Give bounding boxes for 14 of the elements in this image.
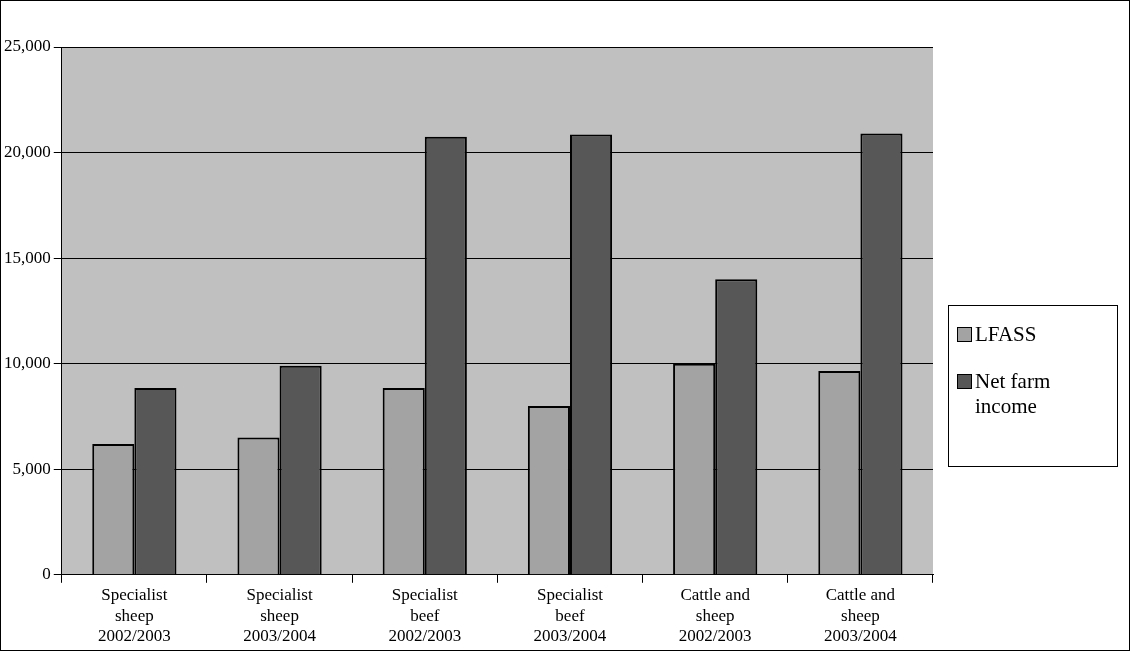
y-tick-label: 20,000 [4,142,51,162]
x-tick-label: Specialist sheep 2003/2004 [243,585,317,646]
y-tick-label: 15,000 [4,247,51,267]
y-tick-label: 0 [42,564,51,584]
x-tick-label: Specialist beef 2003/2004 [533,585,607,646]
legend-label: LFASS [975,322,1037,347]
y-tick-label: 5,000 [12,458,51,478]
y-tick-label: 25,000 [4,36,51,56]
y-tick-label: 10,000 [4,353,51,373]
x-tick-label: Cattle and sheep 2003/2004 [824,585,898,646]
legend-label: Net farm income [975,369,1052,419]
x-tick-label: Specialist sheep 2002/2003 [97,585,171,646]
x-tick-label: Cattle and sheep 2002/2003 [678,585,752,646]
x-tick-label: Specialist beef 2002/2003 [388,585,462,646]
